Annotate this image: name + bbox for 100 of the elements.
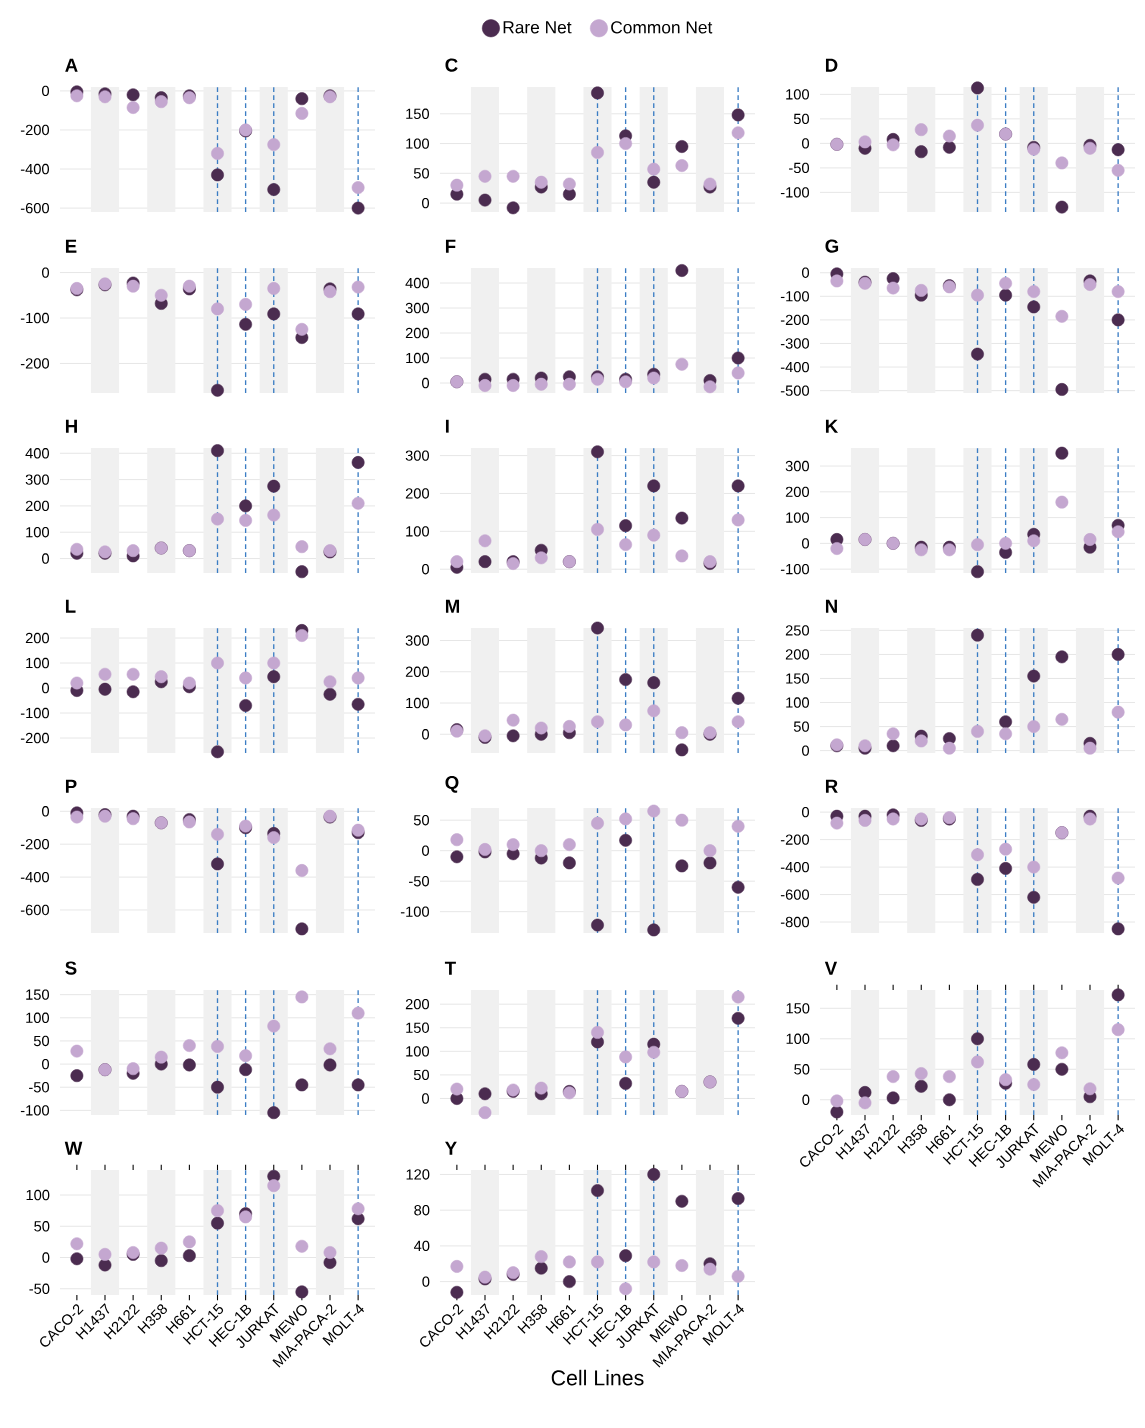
y-tick-label: 120	[406, 1169, 430, 1180]
chart-title: S	[65, 961, 77, 975]
y-tick-label: -100	[780, 291, 810, 302]
chart-title: E	[65, 239, 77, 253]
y-tick-label: 100	[406, 697, 430, 709]
y-tick-label: 400	[405, 277, 430, 289]
chart-title: A	[65, 58, 78, 72]
y-tick-label: 0	[42, 1058, 50, 1070]
chart-title: Q	[445, 775, 459, 793]
chart-title: R	[825, 779, 838, 793]
y-tick-label: 0	[422, 564, 430, 575]
y-tick-label: 0	[42, 806, 50, 817]
y-tick-label: -800	[780, 916, 810, 928]
y-tick-label: 0	[422, 1093, 430, 1104]
y-tick-label: 150	[406, 108, 430, 119]
y-tick-label: -400	[780, 861, 810, 873]
y-tick-label: 150	[406, 1022, 430, 1033]
chart-title: C	[445, 58, 458, 72]
y-tick-label: 200	[405, 327, 430, 339]
y-tick-label: 100	[26, 1012, 50, 1023]
chart-title: K	[825, 419, 839, 433]
y-tick-label: 300	[405, 450, 430, 461]
chart-title: P	[65, 779, 77, 793]
y-tick-label: 50	[413, 1069, 430, 1081]
y-tick-label: -400	[20, 163, 50, 175]
y-tick-label: 200	[25, 632, 50, 644]
y-tick-label: 300	[25, 474, 50, 485]
y-tick-label: 0	[42, 1252, 50, 1263]
y-tick-label: 0	[422, 197, 430, 209]
y-tick-label: 0	[422, 1276, 430, 1287]
y-tick-label: 0	[42, 85, 50, 97]
y-tick-label: 100	[406, 352, 430, 364]
legend-label: Common Net	[611, 21, 713, 34]
y-tick-label: 0	[802, 138, 810, 149]
chart-title: G	[825, 239, 839, 253]
chart-title: Y	[445, 1141, 457, 1155]
y-tick-label: -50	[789, 162, 810, 174]
y-tick-label: 100	[26, 527, 50, 538]
y-tick-label: 0	[802, 806, 810, 818]
y-tick-label: 80	[414, 1205, 430, 1216]
y-tick-label: -100	[780, 563, 810, 575]
chart-title: L	[65, 599, 76, 613]
y-tick-label: 0	[42, 267, 50, 278]
y-tick-label: -400	[780, 361, 810, 373]
y-tick-label: -100	[780, 187, 810, 198]
legend-label: Rare Net	[503, 21, 572, 34]
y-tick-label: 300	[405, 635, 430, 646]
y-tick-label: 100	[786, 697, 810, 708]
chart-title: H	[65, 419, 77, 433]
y-tick-label: 200	[25, 500, 50, 512]
y-tick-label: 0	[802, 267, 810, 278]
y-tick-label: 100	[786, 89, 810, 100]
y-tick-label: -100	[20, 312, 50, 324]
y-tick-label: 100	[786, 1033, 810, 1044]
y-tick-label: 150	[26, 989, 50, 1000]
y-tick-label: 0	[42, 682, 50, 694]
chart-title: N	[825, 599, 837, 613]
chart-title: M	[445, 599, 460, 613]
y-tick-label: 150	[786, 673, 810, 684]
y-tick-label: -200	[780, 314, 810, 326]
y-tick-label: -50	[29, 1082, 50, 1093]
y-tick-label: 300	[405, 302, 430, 314]
chart-title: W	[64, 1141, 83, 1155]
y-tick-label: 100	[406, 526, 430, 537]
y-tick-label: -200	[20, 732, 50, 744]
y-tick-label: 200	[405, 998, 430, 1010]
y-tick-label: 50	[793, 721, 810, 732]
y-tick-label: -500	[780, 385, 810, 396]
y-tick-label: -100	[400, 906, 430, 917]
y-tick-label: -300	[780, 338, 810, 349]
y-tick-label: -100	[20, 707, 50, 719]
chart-title: V	[824, 961, 838, 975]
y-tick-label: 50	[413, 815, 430, 826]
y-tick-label: 50	[794, 1064, 810, 1075]
y-tick-label: -200	[20, 358, 50, 369]
y-tick-label: 0	[42, 553, 50, 564]
y-tick-label: 50	[33, 1035, 50, 1047]
y-tick-label: -600	[780, 889, 810, 900]
y-tick-label: -200	[20, 124, 50, 136]
chart-title: F	[445, 239, 456, 253]
y-tick-label: -200	[20, 839, 50, 850]
y-tick-label: 200	[785, 649, 810, 660]
y-tick-label: 200	[405, 666, 430, 677]
y-tick-label: 0	[802, 1094, 810, 1105]
y-tick-label: -600	[20, 904, 50, 916]
chart-title: D	[825, 58, 838, 72]
y-tick-label: 400	[25, 448, 50, 459]
y-tick-label: 200	[785, 486, 810, 498]
y-tick-label: 0	[802, 538, 810, 549]
y-tick-label: 100	[26, 657, 50, 669]
y-tick-label: -200	[780, 834, 810, 845]
y-tick-label: 100	[26, 1189, 50, 1201]
y-tick-label: -100	[20, 1105, 50, 1116]
y-tick-label: 250	[785, 625, 810, 636]
y-tick-label: 200	[405, 488, 430, 499]
y-tick-label: 50	[34, 1221, 50, 1232]
y-tick-label: -50	[409, 876, 430, 887]
y-tick-label: 0	[422, 377, 430, 389]
y-tick-label: 0	[422, 729, 430, 740]
y-tick-label: 150	[786, 1003, 810, 1014]
